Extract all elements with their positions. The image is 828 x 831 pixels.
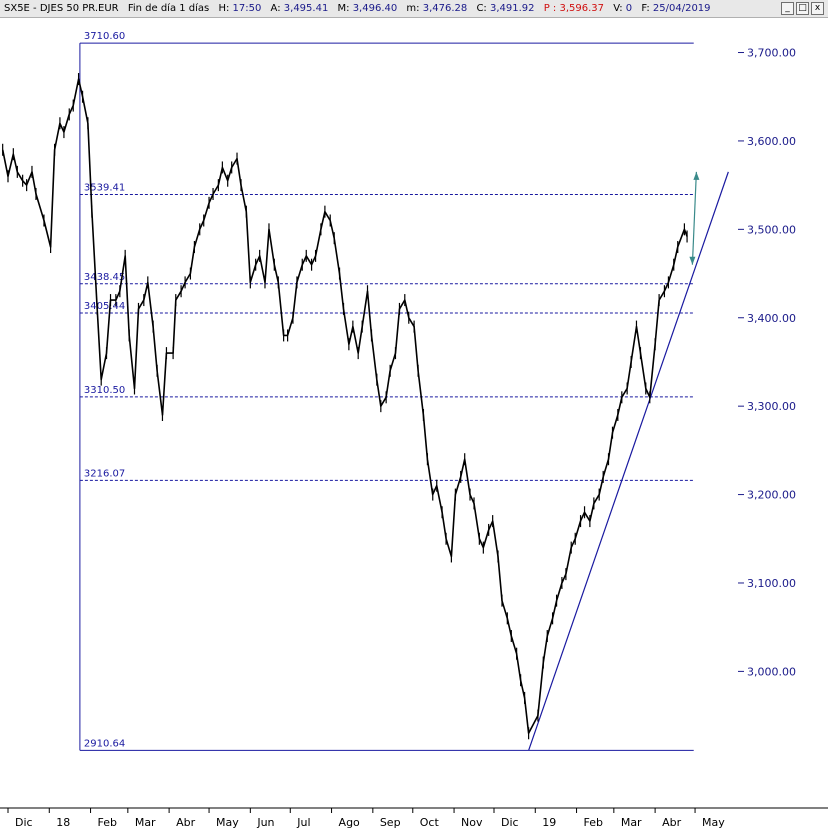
x-tick-label: Sep [380, 816, 401, 829]
fib-level-label: 3539.41 [84, 182, 125, 193]
x-tick-label: Nov [461, 816, 483, 829]
y-tick-label: 3,400.00 [747, 312, 796, 325]
price-chart[interactable]: 3710.60 3539.41 3438.45 3405.44 3310.50 3216.… [0, 18, 828, 831]
hour-value: 17:50 [232, 3, 262, 14]
y-tick-label: 3,100.00 [747, 577, 796, 590]
x-tick-label: Mar [135, 816, 156, 829]
price-series [1, 73, 688, 740]
x-tick-label: Feb [98, 816, 117, 829]
close-value: 3,491.92 [489, 3, 535, 14]
date-value: 25/04/2019 [652, 3, 711, 14]
symbol-label: SX5E - DJES 50 PR.EUR [4, 3, 119, 14]
fibonacci-levels: 3710.60 3539.41 3438.45 3405.44 3310.50 3216.… [79, 31, 694, 751]
y-tick-label: 3,600.00 [747, 135, 796, 148]
projection-arrow-tail [689, 256, 696, 265]
projection-arrow [691, 171, 697, 265]
x-tick-label: May [216, 816, 239, 829]
minimize-button[interactable]: _ [781, 2, 794, 15]
y-tick-label: 3,200.00 [747, 489, 796, 502]
y-tick-label: 3,300.00 [747, 400, 796, 413]
volume-value: 0 [625, 3, 633, 14]
high-label: M: [337, 3, 350, 14]
open-value: 3,495.41 [283, 3, 329, 14]
x-tick-label: Jun [256, 816, 274, 829]
close-label: C: [476, 3, 487, 14]
y-axis: 3,000.00 3,100.00 3,200.00 3,300.00 3,400.00… [738, 47, 796, 678]
volume-label: V: [613, 3, 623, 14]
high-value: 3,496.40 [352, 3, 398, 14]
y-tick-label: 3,000.00 [747, 665, 796, 678]
open-label: A: [270, 3, 281, 14]
projection-arrow-layer [689, 171, 700, 265]
chart-title-bar: SX5E - DJES 50 PR.EUR Fin de día 1 días … [0, 0, 828, 18]
window-controls: _ □ x [781, 2, 824, 15]
x-tick-label: Jul [296, 816, 310, 829]
close-button[interactable]: x [811, 2, 824, 15]
x-tick-label: Dic [15, 816, 33, 829]
low-value: 3,476.28 [422, 3, 468, 14]
trendline-layer [528, 171, 729, 751]
x-tick-label: Feb [584, 816, 603, 829]
support-trendline [528, 171, 729, 751]
hour-label: H: [218, 3, 230, 14]
y-tick-label: 3,500.00 [747, 223, 796, 236]
x-tick-label: Dic [501, 816, 519, 829]
x-tick-label: 19 [542, 816, 556, 829]
x-tick-label: May [702, 816, 725, 829]
low-label: m: [406, 3, 420, 14]
price-line [1, 78, 688, 735]
fib-level-label: 3216.07 [84, 468, 125, 479]
p-label: P : [543, 3, 557, 14]
x-tick-label: Ago [339, 816, 361, 829]
fib-level-label: 3405.44 [84, 301, 125, 312]
x-tick-label: Abr [176, 816, 196, 829]
x-tick-label: Abr [662, 816, 682, 829]
y-tick-label: 3,700.00 [747, 47, 796, 60]
period-label: Fin de día 1 días [127, 3, 210, 14]
fib-level-label: 3710.60 [84, 31, 125, 42]
date-label: F: [641, 3, 650, 14]
x-tick-label: 18 [56, 816, 70, 829]
maximize-button[interactable]: □ [796, 2, 809, 15]
x-tick-label: Mar [621, 816, 642, 829]
fib-level-label: 3438.45 [84, 272, 125, 283]
p-value: 3,596.37 [559, 3, 604, 14]
projection-arrow-head [693, 171, 700, 180]
fib-level-label: 3310.50 [84, 385, 125, 396]
x-tick-label: Oct [420, 816, 440, 829]
x-axis: Dic 18 Feb Mar Abr May Jun Jul Ago Sep Oct Nov Dic 19… [0, 807, 828, 829]
fib-level-label: 2910.64 [84, 738, 125, 749]
